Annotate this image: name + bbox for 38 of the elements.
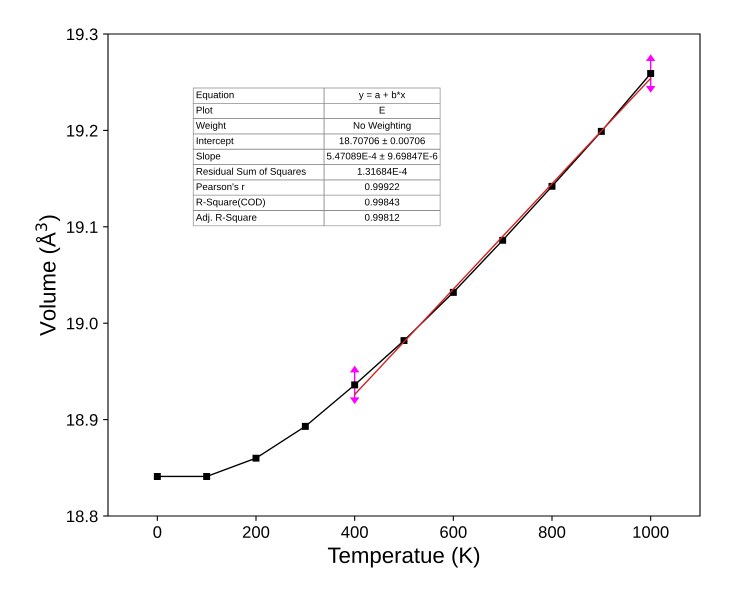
annotation: Residual Sum of Squares: [196, 168, 306, 177]
y-tick-label: 19.1: [67, 221, 98, 234]
annotation: 0.99812: [364, 214, 400, 221]
point: [647, 70, 654, 77]
annotation: 0.99922: [364, 183, 400, 190]
annotation: Pearson's r: [196, 183, 245, 190]
annotation: R-Square(COD): [196, 198, 265, 208]
x-tick-label: 200: [242, 526, 270, 538]
point: [203, 473, 210, 480]
annotation: y = a + b*x: [358, 91, 406, 100]
annotation: Equation: [196, 91, 234, 100]
x-tick-label: 600: [440, 526, 467, 538]
x-axis-title: Temperatue (K): [328, 546, 480, 568]
annotation: 0.99843: [364, 198, 400, 206]
annotation: Intercept: [196, 137, 234, 146]
point: [252, 454, 260, 462]
annotation: Plot: [196, 106, 213, 114]
annotation: 1.31684E-4: [358, 168, 407, 175]
x-tick-label: 800: [538, 526, 566, 538]
point: [302, 422, 309, 430]
y-tick-label: 18.9: [67, 414, 98, 426]
annotation: E: [380, 106, 385, 114]
point: [351, 381, 358, 388]
annotation: Adj. R-Square: [196, 214, 256, 223]
point: [154, 473, 161, 480]
y-tick-label: 18.8: [67, 510, 98, 522]
x-tick-label: 400: [341, 526, 368, 538]
annotation: No Weighting: [354, 122, 411, 131]
annotation: Slope: [196, 152, 220, 162]
y-axis-title: Volume (Å$^{3}$): [35, 216, 60, 336]
y-tick-label: 19.3: [67, 28, 98, 40]
y-tick-label: 19.2: [67, 124, 98, 137]
y-tick-label: 19.0: [67, 318, 98, 330]
annotation: 18.70706 ± 0.00706: [340, 137, 425, 144]
annotation: 5.47089E-4 ± 9.69847E-6: [326, 152, 438, 160]
annotation: Weight: [196, 122, 226, 131]
x-tick-label: 1000: [633, 526, 669, 538]
x-tick-label: 0: [153, 526, 162, 538]
